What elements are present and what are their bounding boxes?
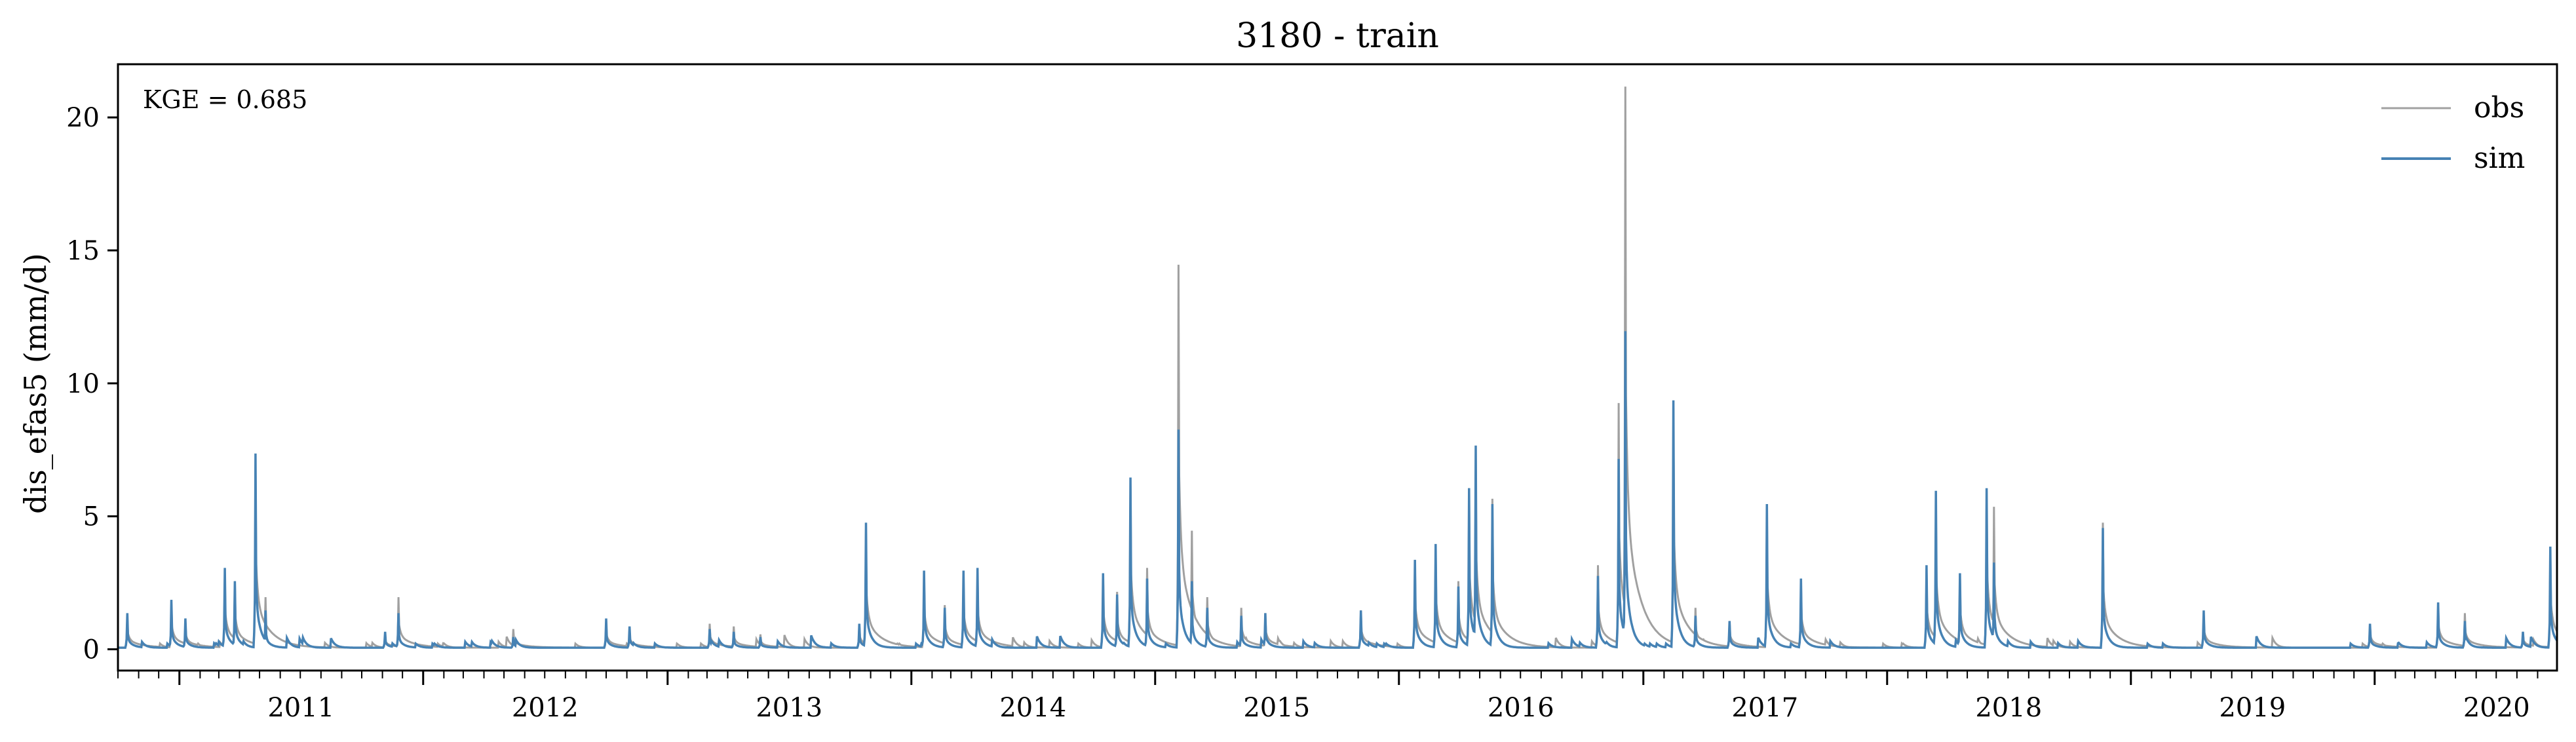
y-tick-label: 5 xyxy=(83,502,100,532)
x-tick-label: 2014 xyxy=(999,693,1066,723)
kge-annotation: KGE = 0.685 xyxy=(143,85,307,114)
series-line-obs xyxy=(118,87,2557,649)
legend-label-obs: obs xyxy=(2474,91,2524,125)
chart-title: 3180 - train xyxy=(1236,16,1439,56)
y-tick-label: 10 xyxy=(66,369,100,399)
y-tick-label: 20 xyxy=(66,103,100,133)
x-tick-label: 2020 xyxy=(2463,693,2530,723)
y-tick-label: 0 xyxy=(83,635,100,665)
x-tick-label: 2013 xyxy=(756,693,822,723)
x-axis: 2011 2012 2013 2014 2015 2016 2017 2018 2019 2020 xyxy=(117,671,2539,723)
plot-frame xyxy=(117,63,2558,672)
x-tick-label: 2011 xyxy=(267,693,334,723)
y-tick-label: 15 xyxy=(66,236,100,266)
x-tick-label: 2012 xyxy=(512,693,579,723)
x-tick-label: 2018 xyxy=(1975,693,2042,723)
series-line-sim xyxy=(118,331,2557,650)
x-tick-label: 2015 xyxy=(1243,693,1310,723)
legend: obs sim xyxy=(2381,91,2525,175)
y-axis: 0 5 10 15 20 xyxy=(66,103,118,665)
plot-area xyxy=(118,87,2557,650)
x-tick-label: 2019 xyxy=(2219,693,2286,723)
y-axis-label: dis_efas5 (mm/d) xyxy=(18,253,53,514)
x-tick-label: 2017 xyxy=(1731,693,1798,723)
legend-label-sim: sim xyxy=(2474,142,2525,175)
x-tick-label: 2016 xyxy=(1488,693,1554,723)
